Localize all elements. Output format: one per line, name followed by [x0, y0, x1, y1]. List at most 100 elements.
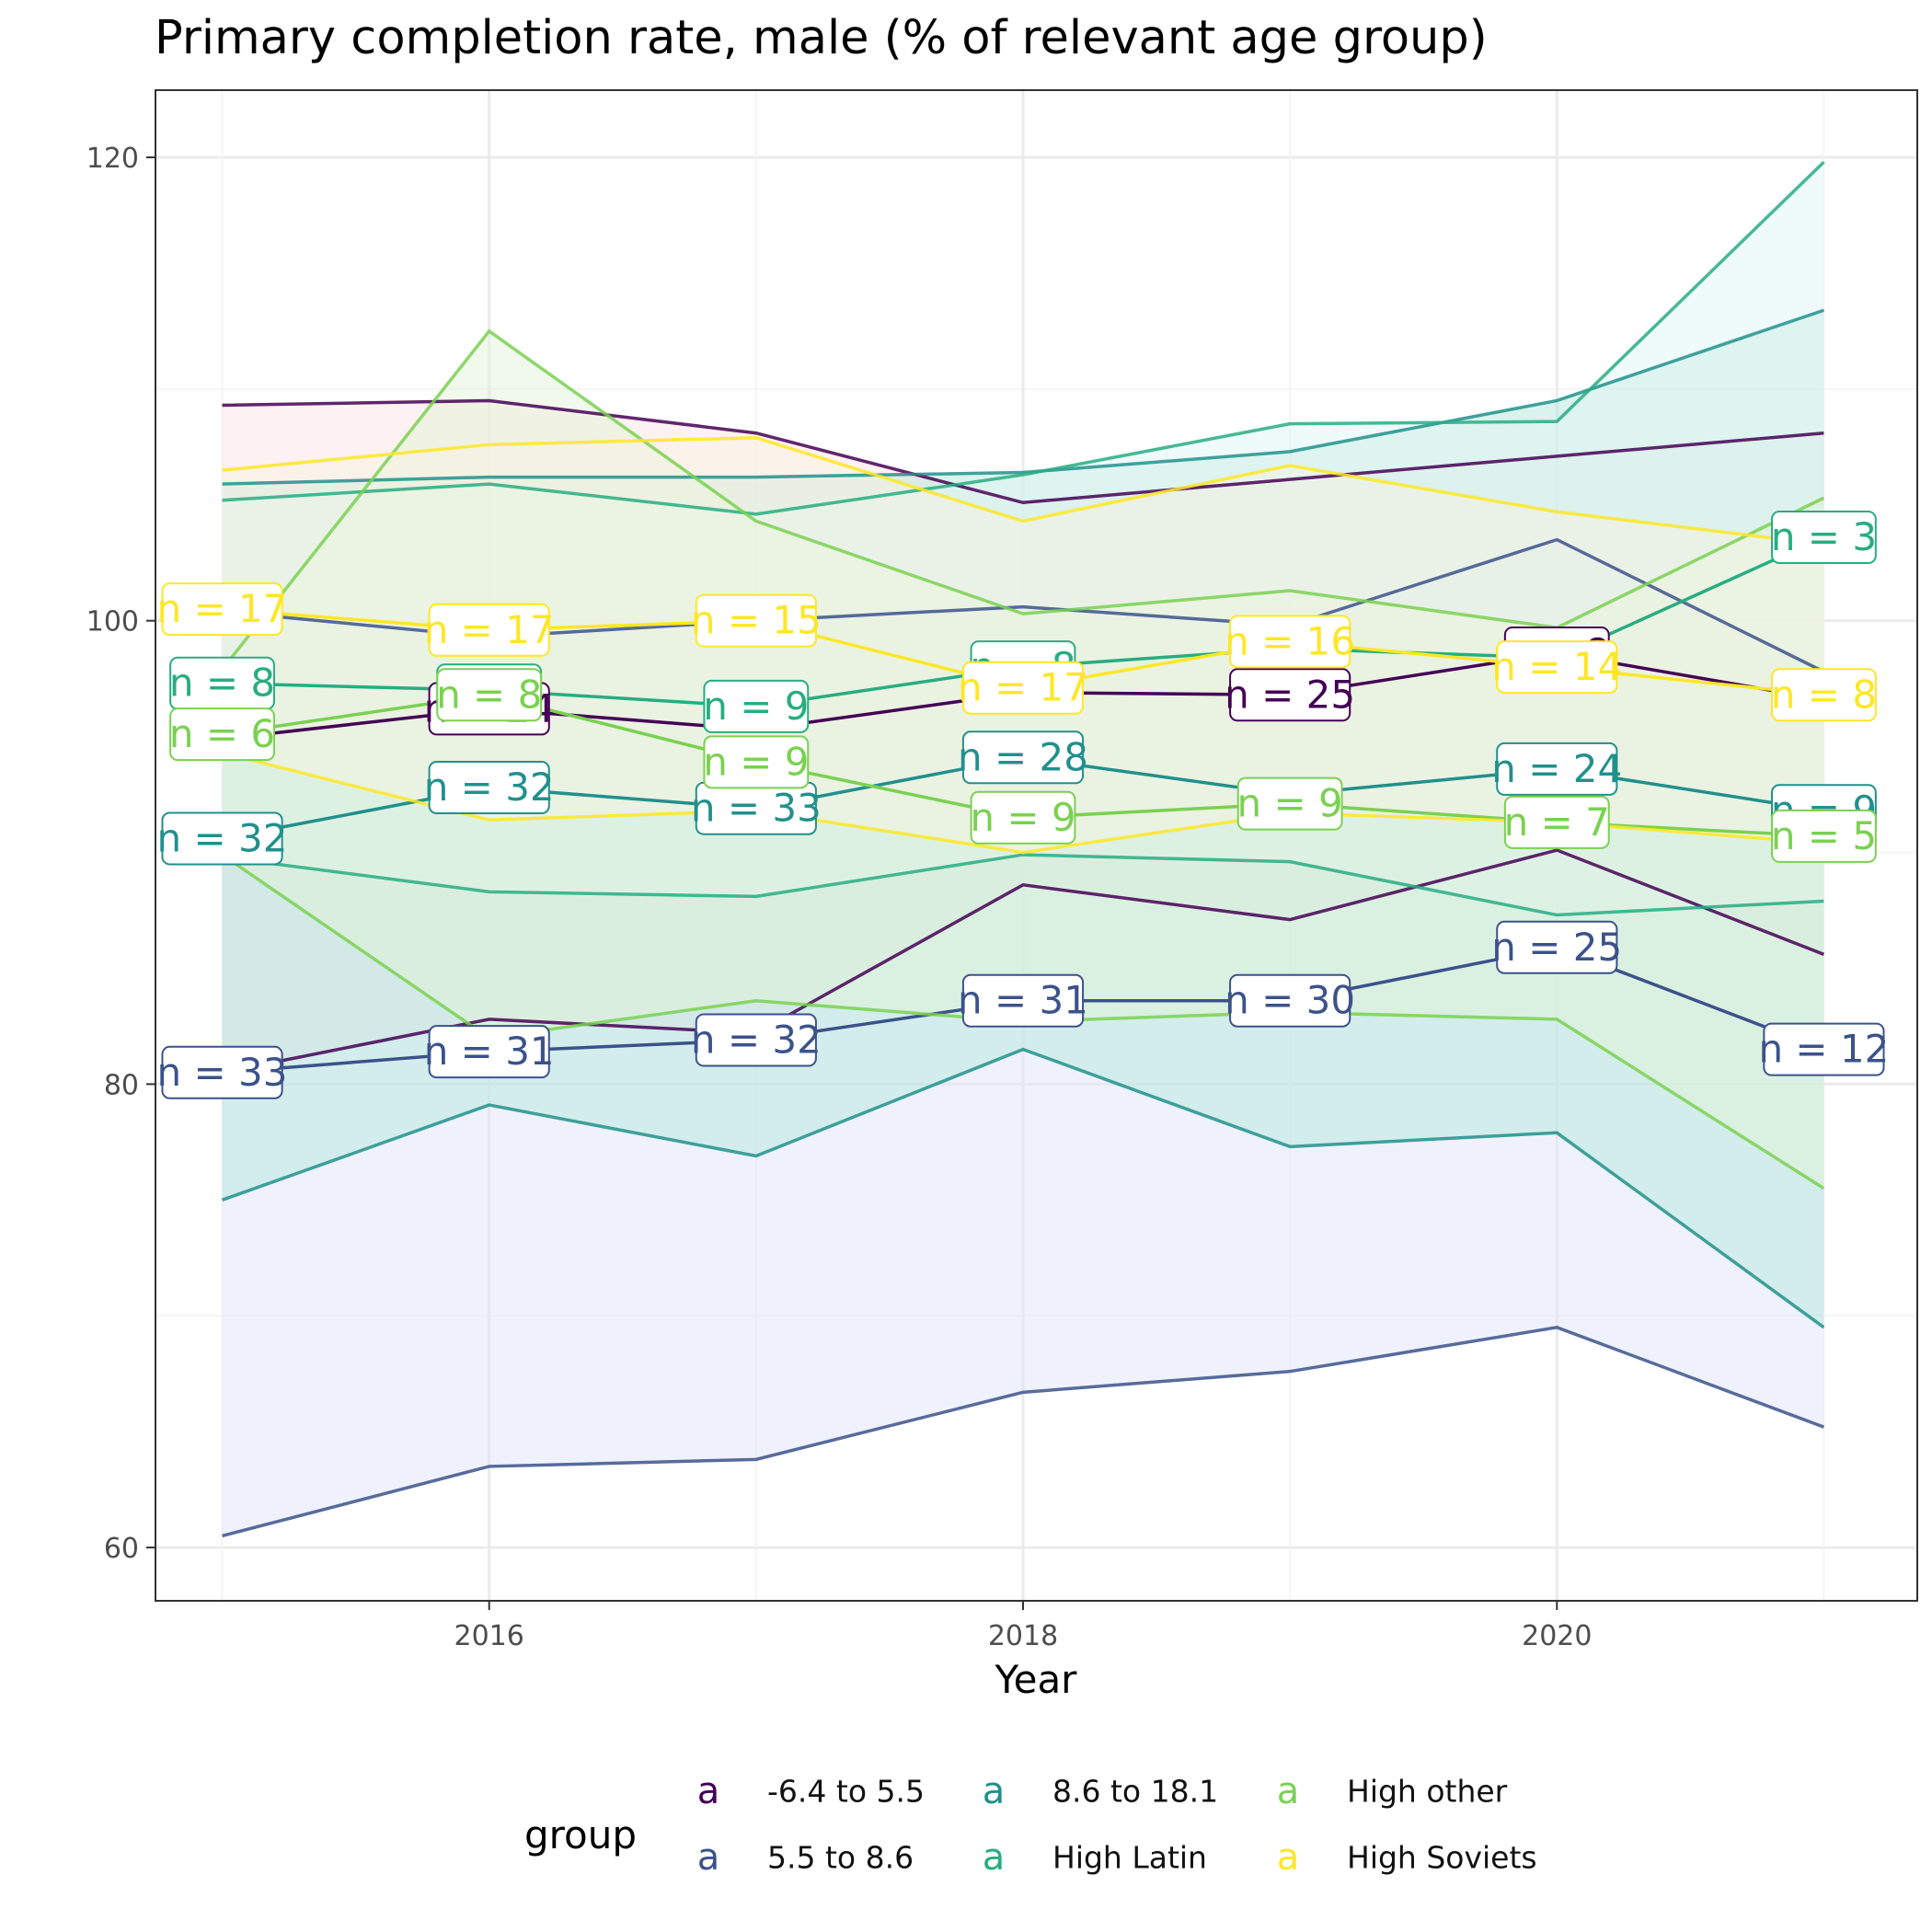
n-labels: n = 24 n = 25 n = 8 n = 33 n = 31 n = 32 n = 3… [157, 511, 1889, 1099]
line-upper-8-6-to-18-1 [222, 308, 1825, 486]
line-lower-8-6-to-18-1 [221, 1047, 1825, 1329]
n-label-text: n = 30 [1225, 978, 1355, 1023]
n-label-box [161, 811, 283, 866]
n-label-5-5-to-8-6: n = 31 [424, 1025, 555, 1079]
n-label-5-5-to-8-6: n = 32 [691, 1013, 822, 1067]
n-label-box [161, 582, 283, 637]
x-tick-label: 2016 [454, 1620, 524, 1652]
n-label-text: n = 17 [424, 607, 555, 652]
n-label-text: n = 32 [157, 815, 288, 860]
line-upper-high-latin [222, 160, 1825, 516]
legend-key: a [1276, 1836, 1300, 1879]
n-label-text: n = 16 [1225, 618, 1355, 663]
n-label-box [1496, 640, 1618, 695]
n-label-text: n = 8 [169, 661, 275, 706]
n-label-box [1229, 615, 1351, 669]
x-tick-label: 2020 [1522, 1620, 1592, 1652]
x-tick-label: 2018 [988, 1620, 1058, 1652]
n-label-5-5-to-8-6: n = 25 [1491, 920, 1622, 974]
n-label-box [169, 707, 275, 762]
n-label-high-other: n = 6 [169, 707, 275, 762]
y-tick-label: 80 [104, 1069, 139, 1101]
line-upper-6-4-to-5-5 [222, 398, 1824, 505]
n-label-box [1503, 795, 1610, 849]
n-label-text: n = 25 [1225, 672, 1355, 717]
legend-title: group [524, 1812, 637, 1857]
n-label-high-other: n = 7 [1503, 795, 1610, 849]
n-label-6-4-to-5-5: n = 25 [1225, 668, 1355, 722]
n-label-high-other: n = 8 [436, 668, 543, 722]
n-label-text: n = 12 [1758, 1027, 1889, 1072]
series-lines [221, 160, 1825, 1538]
n-label-5-5-to-8-6: n = 33 [157, 1045, 288, 1099]
n-label-text: n = 33 [691, 786, 822, 831]
n-label-text: n = 9 [703, 684, 809, 729]
n-label-text: n = 9 [703, 739, 809, 784]
n-label-text: n = 25 [1491, 925, 1622, 970]
legend-key: a [696, 1836, 720, 1879]
n-label-5-5-to-8-6: n = 30 [1225, 973, 1355, 1028]
n-label-box [961, 661, 1085, 715]
n-label-high-latin: n = 9 [703, 679, 809, 733]
legend-label: High Soviets [1347, 1839, 1537, 1876]
n-label-box [1496, 920, 1618, 974]
n-label-8-6-to-18-1: n = 32 [424, 761, 555, 815]
legend-key: a [982, 1770, 1006, 1812]
n-label-text: n = 17 [157, 586, 288, 631]
n-label-text: n = 9 [970, 795, 1075, 840]
n-label-text: n = 28 [958, 734, 1088, 779]
n-label-text: n = 24 [1491, 746, 1622, 791]
n-label-text: n = 3 [1771, 514, 1877, 559]
n-label-high-other: n = 9 [1237, 776, 1343, 831]
n-label-high-other: n = 9 [970, 790, 1076, 845]
legend: group a -6.4 to 5.5 a 5.5 to 8.6 a 8.6 to 18.… [524, 1766, 1628, 1895]
plot-panel-border [155, 89, 1918, 1602]
n-label-text: n = 14 [1491, 644, 1622, 689]
n-label-high-latin: n = 3 [1771, 511, 1877, 565]
legend-label: 8.6 to 18.1 [1052, 1773, 1219, 1810]
legend-item: a 5.5 to 8.6 [690, 1836, 914, 1879]
n-label-box [1771, 809, 1877, 863]
legend-key: a [1276, 1770, 1300, 1812]
n-label-box [161, 1045, 283, 1099]
n-label-text: n = 33 [157, 1050, 288, 1095]
n-label-box [428, 603, 550, 657]
legend-item: a High Soviets [1270, 1836, 1537, 1879]
n-label-box [1771, 668, 1877, 722]
n-label-high-soviets: n = 16 [1225, 615, 1355, 669]
n-label-text: n = 32 [424, 765, 555, 810]
n-label-box [1229, 973, 1351, 1028]
n-label-8-6-to-18-1: n = 32 [157, 811, 288, 866]
n-label-box [1496, 742, 1618, 796]
n-label-high-soviets: n = 17 [958, 661, 1088, 715]
n-label-box [703, 735, 810, 789]
n-label-box [695, 593, 817, 648]
n-label-box [1763, 1022, 1885, 1076]
n-label-box [1771, 511, 1877, 565]
n-label-text: n = 6 [169, 711, 275, 756]
n-label-text: n = 7 [1504, 799, 1610, 845]
n-label-5-5-to-8-6: n = 12 [1758, 1022, 1889, 1076]
n-label-box [1229, 668, 1351, 722]
n-label-text: n = 8 [436, 672, 542, 717]
chart-title: Primary completion rate, male (% of rele… [155, 11, 1488, 65]
n-label-box [961, 973, 1085, 1028]
legend-key: a [696, 1770, 720, 1812]
n-label-box [436, 668, 543, 722]
n-label-text: n = 31 [958, 978, 1088, 1023]
n-label-high-soviets: n = 14 [1491, 640, 1622, 695]
legend-label: High Latin [1052, 1839, 1207, 1876]
n-label-box [428, 1025, 550, 1079]
axes: 60 80 100 120 2016 2018 2020 [86, 143, 1593, 1652]
legend-item: a -6.4 to 5.5 [690, 1770, 925, 1812]
y-tick-label: 100 [86, 606, 139, 638]
n-label-8-6-to-18-1: n = 24 [1491, 742, 1622, 796]
n-label-text: n = 9 [1237, 781, 1343, 826]
n-label-high-soviets: n = 15 [691, 593, 822, 648]
n-label-high-soviets: n = 8 [1771, 668, 1877, 722]
n-label-box [695, 1013, 817, 1067]
legend-label: 5.5 to 8.6 [767, 1839, 914, 1876]
line-upper-high-soviets [222, 436, 1824, 546]
line-lower-6-4-to-5-5 [222, 848, 1825, 1075]
